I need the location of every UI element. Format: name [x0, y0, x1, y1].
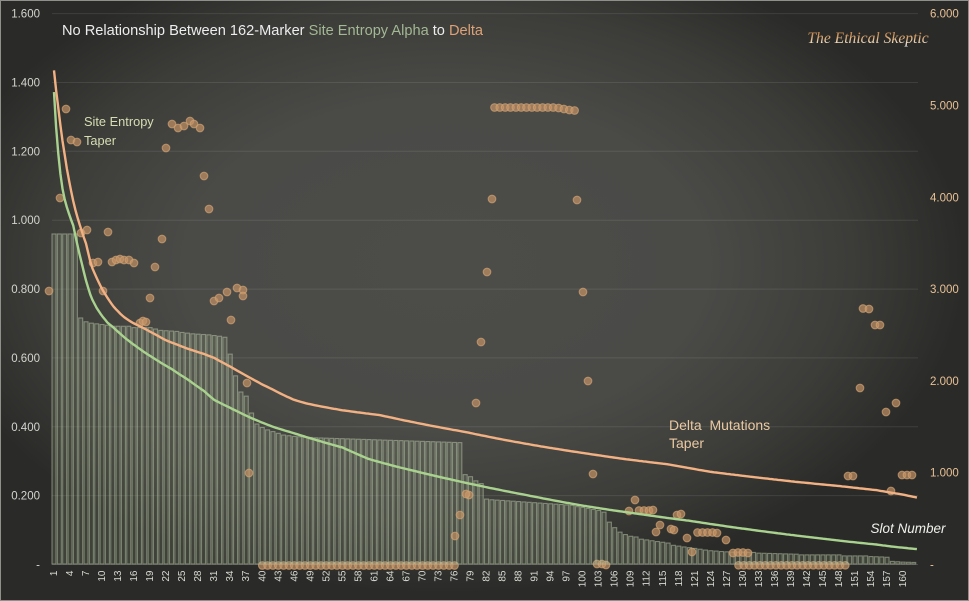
svg-text:82: 82 [482, 570, 493, 582]
svg-text:151: 151 [850, 570, 861, 587]
svg-text:40: 40 [257, 570, 268, 582]
svg-text:58: 58 [353, 570, 364, 582]
svg-text:91: 91 [530, 570, 541, 582]
svg-text:106: 106 [610, 570, 621, 587]
svg-text:100: 100 [578, 570, 589, 587]
svg-text:1.000: 1.000 [930, 468, 959, 480]
svg-text:136: 136 [770, 570, 781, 587]
svg-text:121: 121 [690, 570, 701, 587]
svg-text:-: - [36, 560, 40, 572]
svg-text:25: 25 [177, 570, 188, 582]
svg-text:13: 13 [113, 570, 124, 582]
svg-text:0.200: 0.200 [11, 491, 40, 503]
svg-text:49: 49 [305, 570, 316, 582]
svg-text:97: 97 [562, 570, 573, 582]
svg-text:-: - [930, 560, 934, 572]
svg-text:1.400: 1.400 [11, 78, 40, 90]
svg-text:2.000: 2.000 [930, 376, 959, 388]
svg-text:67: 67 [401, 570, 412, 582]
svg-text:1.200: 1.200 [11, 146, 40, 158]
svg-text:28: 28 [193, 570, 204, 582]
svg-text:1.000: 1.000 [11, 215, 40, 227]
svg-text:22: 22 [161, 570, 172, 582]
svg-text:1.600: 1.600 [11, 9, 40, 21]
svg-text:43: 43 [273, 570, 284, 582]
svg-text:145: 145 [818, 570, 829, 587]
svg-text:94: 94 [546, 570, 557, 582]
svg-text:1: 1 [49, 570, 60, 576]
svg-text:115: 115 [658, 570, 669, 586]
svg-text:Slot Number: Slot Number [870, 521, 946, 536]
svg-text:124: 124 [706, 570, 717, 587]
svg-text:0.400: 0.400 [11, 422, 40, 434]
svg-text:19: 19 [145, 570, 156, 582]
svg-text:139: 139 [786, 570, 797, 587]
svg-text:133: 133 [754, 570, 765, 587]
svg-text:154: 154 [866, 570, 877, 587]
svg-text:6.000: 6.000 [930, 9, 959, 21]
svg-text:157: 157 [882, 570, 893, 587]
svg-text:55: 55 [337, 570, 348, 582]
svg-text:118: 118 [674, 570, 685, 586]
svg-text:4: 4 [65, 570, 76, 576]
svg-text:Taper: Taper [669, 435, 704, 451]
svg-text:160: 160 [898, 570, 909, 587]
svg-text:3.000: 3.000 [930, 284, 959, 296]
svg-text:142: 142 [802, 570, 813, 587]
svg-text:5.000: 5.000 [930, 101, 959, 113]
svg-text:The Ethical Skeptic: The Ethical Skeptic [807, 30, 928, 47]
svg-text:64: 64 [385, 570, 396, 582]
svg-text:52: 52 [321, 570, 332, 582]
svg-text:88: 88 [514, 570, 525, 582]
svg-text:0.800: 0.800 [11, 284, 40, 296]
svg-text:10: 10 [97, 570, 108, 582]
svg-text:No Relationship Between 162-Ma: No Relationship Between 162-Marker Site … [62, 23, 484, 39]
svg-text:85: 85 [498, 570, 509, 582]
svg-text:4.000: 4.000 [930, 192, 959, 204]
svg-text:Taper: Taper [84, 133, 117, 148]
svg-text:46: 46 [289, 570, 300, 582]
svg-text:112: 112 [642, 570, 653, 586]
svg-text:16: 16 [129, 570, 140, 582]
svg-text:0.600: 0.600 [11, 353, 40, 365]
svg-text:79: 79 [466, 570, 477, 582]
svg-text:7: 7 [81, 570, 92, 576]
svg-text:61: 61 [369, 570, 380, 582]
svg-text:31: 31 [209, 570, 220, 582]
svg-text:Delta Mutations: Delta Mutations [669, 417, 770, 433]
svg-text:127: 127 [722, 570, 733, 587]
svg-text:73: 73 [434, 570, 445, 582]
svg-text:70: 70 [418, 570, 429, 582]
svg-text:37: 37 [241, 570, 252, 582]
svg-text:Site Entropy: Site Entropy [84, 114, 154, 129]
svg-text:109: 109 [626, 570, 637, 587]
svg-text:76: 76 [450, 570, 461, 582]
svg-text:103: 103 [594, 570, 605, 587]
svg-text:148: 148 [834, 570, 845, 587]
svg-text:34: 34 [225, 570, 236, 582]
svg-text:130: 130 [738, 570, 749, 587]
